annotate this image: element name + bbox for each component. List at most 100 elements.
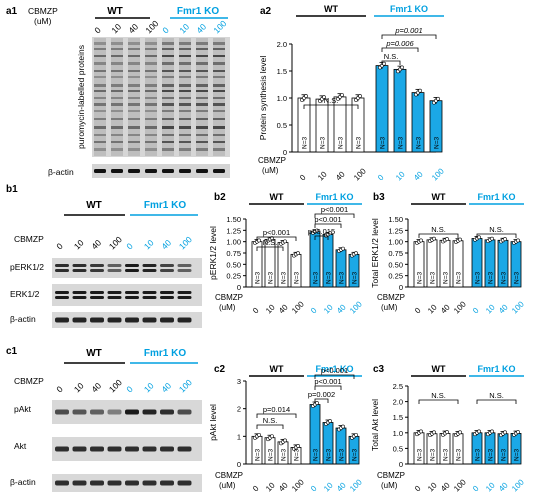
data-point <box>436 96 440 101</box>
um-label: (uM) <box>219 481 236 490</box>
blot-band <box>160 264 174 267</box>
dose-label: 0 <box>54 384 65 395</box>
data-point <box>283 239 287 244</box>
gel-band <box>128 141 140 143</box>
erk-label-b1: ERK1/2 <box>10 289 40 299</box>
gel-band <box>162 70 174 72</box>
dose-label: 100 <box>348 299 364 315</box>
group-wt: WT <box>324 4 338 14</box>
um-label: (uM) <box>262 166 279 175</box>
n-label: N=3 <box>501 449 508 461</box>
blot-band <box>125 291 139 294</box>
blot-band <box>177 296 192 299</box>
gel-band <box>179 97 191 99</box>
dose-label: 0 <box>309 306 319 316</box>
n-label: N=3 <box>417 272 424 284</box>
sig-label: p=0.014 <box>263 405 290 414</box>
n-label: N=3 <box>456 272 463 284</box>
blot-band <box>90 446 104 452</box>
gel-band <box>94 103 106 106</box>
gel-band <box>111 97 123 99</box>
group-ko: Fmr1 KO <box>477 364 515 374</box>
blot-band <box>177 264 192 267</box>
data-point <box>432 236 436 241</box>
gel-band <box>145 118 157 120</box>
y-tick-label: 2.0 <box>393 398 403 407</box>
dose-label: 100 <box>211 18 228 35</box>
y-tick-label: 2 <box>237 405 241 414</box>
dose-label: 40 <box>335 302 348 315</box>
n-label: N=3 <box>338 137 345 149</box>
actin-band <box>145 169 157 173</box>
sig-bracket <box>476 233 517 238</box>
gel-band <box>213 103 225 106</box>
y-tick-label: 1.5 <box>277 67 287 76</box>
sig-label: N.S. <box>431 391 446 400</box>
dose-label: 40 <box>194 21 208 35</box>
gel-band <box>111 76 123 78</box>
actin-label-b1: β-actin <box>10 314 36 324</box>
dose-label: 40 <box>335 480 348 493</box>
dose-label: 40 <box>439 302 452 315</box>
sig-bracket <box>256 424 284 429</box>
sig-bracket <box>314 374 355 379</box>
gel-band <box>179 110 191 112</box>
y-tick-label: 0.75 <box>388 249 403 258</box>
gel-band <box>94 70 106 72</box>
n-label: N=3 <box>268 272 275 284</box>
data-point <box>328 231 332 236</box>
gel-band <box>213 126 225 129</box>
gel-band <box>128 97 140 99</box>
gel-band <box>196 97 208 99</box>
gel-band <box>111 141 123 143</box>
gel-band <box>179 70 191 72</box>
gel-band <box>213 84 225 87</box>
y-tick-label: 1.0 <box>393 429 403 438</box>
gel-band <box>145 48 157 50</box>
chart-b3: 0 0.25 0.50 0.75 1.00 1.25 1.50 Total ERK1/2 le… <box>370 192 526 315</box>
gel-band <box>196 110 208 112</box>
data-point <box>477 429 481 434</box>
dose-label: 40 <box>126 21 140 35</box>
um-label: (uM) <box>381 303 398 312</box>
n-label: N=3 <box>514 272 521 284</box>
data-point <box>432 430 436 435</box>
blot-band <box>107 409 122 415</box>
gel-band <box>111 84 123 87</box>
dose-label: 10 <box>109 21 123 35</box>
dose-label: 40 <box>89 237 103 251</box>
data-point <box>354 251 358 256</box>
gel-band <box>196 55 208 57</box>
gel-band <box>128 118 140 120</box>
n-label: N=3 <box>434 137 441 149</box>
sig-bracket <box>418 233 459 238</box>
blot-band <box>72 269 87 272</box>
dose-label: 0 <box>251 484 261 494</box>
n-label: N=3 <box>313 272 320 284</box>
gel-band <box>179 48 191 50</box>
gel-band <box>196 118 208 120</box>
dose-label: 100 <box>452 477 468 493</box>
puro-label: puromycin-labelled proteins <box>76 45 86 149</box>
panel-label-b1: b1 <box>6 184 18 195</box>
blot-band <box>72 480 87 486</box>
gel-band <box>213 48 225 50</box>
blot-band <box>55 317 69 323</box>
dose-label: 100 <box>352 166 368 182</box>
y-tick-label: 1.50 <box>226 215 241 224</box>
y-axis-label: pAkt level <box>208 404 218 441</box>
data-point <box>283 438 287 443</box>
gel-band <box>111 148 123 151</box>
blot-band <box>72 317 87 323</box>
data-point <box>354 432 358 437</box>
actin-band <box>179 169 191 173</box>
blot-band <box>142 296 157 299</box>
gel-band <box>128 103 140 106</box>
cbmzp-label: CBMZP <box>377 293 405 302</box>
data-point <box>445 237 449 241</box>
data-point <box>418 88 422 93</box>
gel-band <box>162 42 174 45</box>
gel-band <box>111 90 123 92</box>
gel-band <box>179 103 191 106</box>
blot-band <box>90 269 104 272</box>
